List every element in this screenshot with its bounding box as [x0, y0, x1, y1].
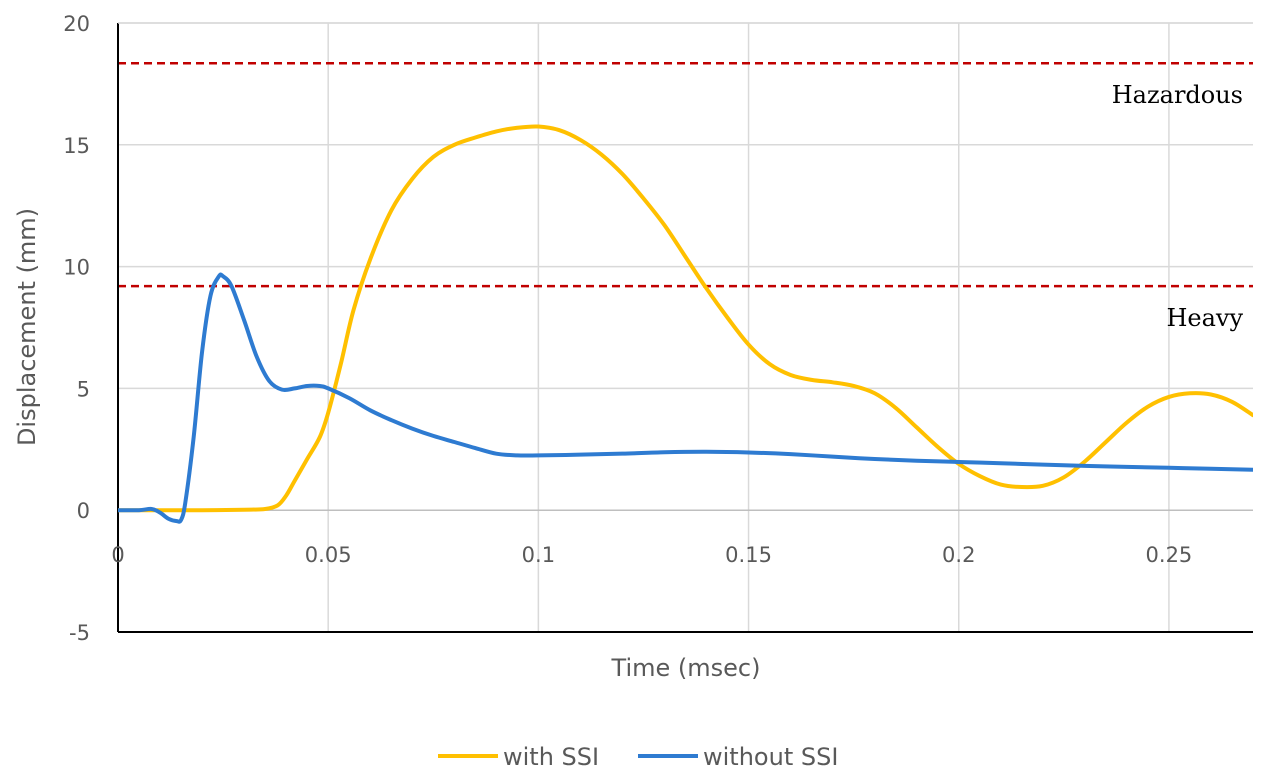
- series-line-without-ssi: [118, 272, 1253, 524]
- reference-line-labels: Hazardous Heavy: [1112, 81, 1244, 332]
- y-tick-label: 15: [63, 134, 90, 158]
- y-tick-label: -5: [69, 621, 90, 645]
- y-tick-labels: -5 0 5 10 15 20: [63, 12, 90, 645]
- y-tick-label: 10: [63, 256, 90, 280]
- x-tick-label: 0.15: [725, 543, 772, 567]
- y-tick-label: 20: [63, 12, 90, 36]
- data-series: [118, 124, 1253, 524]
- gridlines: [118, 22, 1253, 633]
- legend-label: with SSI: [503, 743, 599, 771]
- legend-item-without-ssi: without SSI: [638, 743, 838, 771]
- x-tick-label: 0.2: [942, 543, 975, 567]
- legend-item-with-ssi: with SSI: [438, 743, 599, 771]
- y-tick-label: 5: [77, 377, 90, 401]
- legend-label: without SSI: [703, 743, 838, 771]
- axes: [117, 22, 1253, 633]
- reference-lines: [118, 61, 1253, 288]
- x-tick-labels: 0 0.05 0.1 0.15 0.2 0.25: [111, 543, 1192, 567]
- x-tick-label: 0.05: [305, 543, 352, 567]
- y-axis-title: Displacement (mm): [13, 208, 41, 446]
- series-line-with-ssi: [118, 124, 1253, 513]
- reference-label-heavy: Heavy: [1166, 304, 1243, 332]
- x-tick-label: 0.25: [1146, 543, 1193, 567]
- y-tick-label: 0: [77, 499, 90, 523]
- x-tick-label: 0.1: [522, 543, 555, 567]
- x-axis-title: Time (msec): [611, 654, 761, 682]
- legend: with SSI without SSI: [438, 743, 838, 771]
- reference-label-hazardous: Hazardous: [1112, 81, 1243, 109]
- x-tick-label: 0: [111, 543, 124, 567]
